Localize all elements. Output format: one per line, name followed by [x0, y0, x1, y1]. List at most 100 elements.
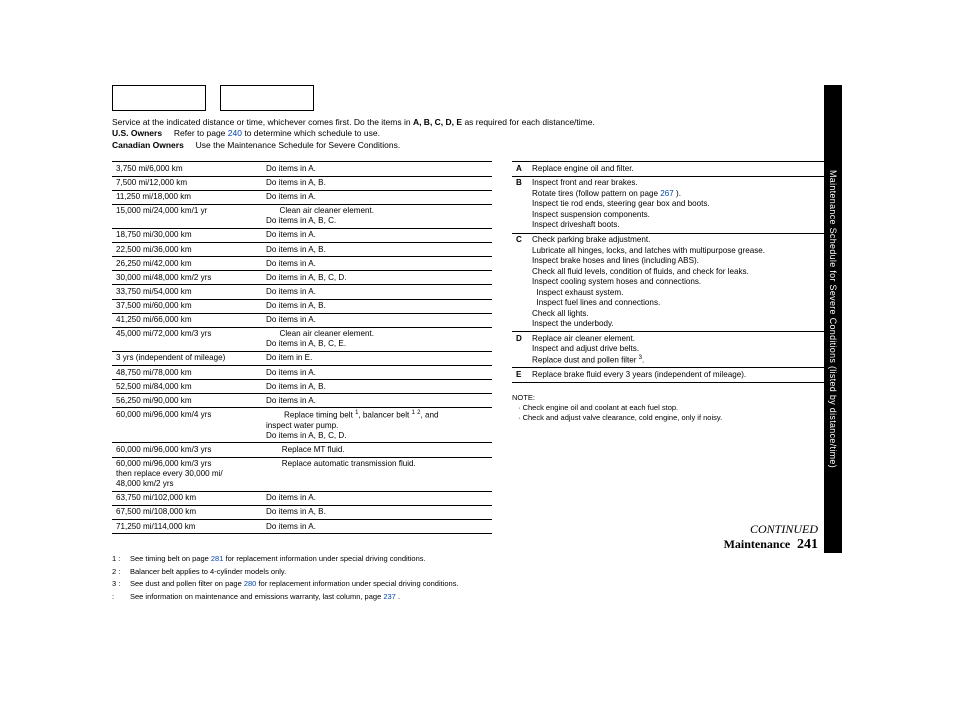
- action-cell: Do items in A, B, C, D.: [262, 271, 492, 285]
- footnote-num: :: [112, 592, 126, 603]
- distance-cell: 41,250 mi/66,000 km: [112, 313, 262, 327]
- page-link[interactable]: 267: [660, 189, 674, 198]
- code-key: E: [512, 368, 528, 383]
- distance-cell: 52,500 mi/84,000 km: [112, 380, 262, 394]
- distance-cell: 26,250 mi/42,000 km: [112, 257, 262, 271]
- distance-cell: 15,000 mi/24,000 km/1 yr: [112, 204, 262, 228]
- table-row: 52,500 mi/84,000 kmDo items in A, B.: [112, 380, 492, 394]
- top-empty-boxes: [112, 85, 842, 111]
- action-cell: Do items in A, B.: [262, 176, 492, 190]
- left-column: 3,750 mi/6,000 kmDo items in A.7,500 mi/…: [112, 161, 492, 604]
- code-key: A: [512, 162, 528, 177]
- us-owners-text-a: Refer to page: [174, 128, 228, 138]
- table-row: 18,750 mi/30,000 kmDo items in A.: [112, 228, 492, 242]
- page-number: 241: [797, 537, 818, 552]
- table-row: 60,000 mi/96,000 km/3 yrs Replace MT flu…: [112, 443, 492, 457]
- distance-cell: 33,750 mi/54,000 km: [112, 285, 262, 299]
- code-desc: Inspect front and rear brakes.Rotate tir…: [528, 176, 842, 233]
- can-owners-label: Canadian Owners: [112, 140, 184, 150]
- table-row: 15,000 mi/24,000 km/1 yr Clean air clean…: [112, 204, 492, 228]
- table-row: 22,500 mi/36,000 kmDo items in A, B.: [112, 243, 492, 257]
- action-cell: Do items in A.: [262, 313, 492, 327]
- table-row: 37,500 mi/60,000 kmDo items in A, B.: [112, 299, 492, 313]
- action-cell: Do items in A.: [262, 491, 492, 505]
- code-desc: Replace air cleaner element.Inspect and …: [528, 332, 842, 368]
- table-row: 26,250 mi/42,000 kmDo items in A.: [112, 257, 492, 271]
- table-row: 60,000 mi/96,000 km/4 yrs Replace timing…: [112, 408, 492, 443]
- table-row: 60,000 mi/96,000 km/3 yrsthen replace ev…: [112, 457, 492, 491]
- page-link[interactable]: 281: [211, 554, 224, 563]
- table-row: 33,750 mi/54,000 kmDo items in A.: [112, 285, 492, 299]
- note-label: NOTE:: [512, 393, 842, 403]
- action-cell: Do items in A.: [262, 285, 492, 299]
- distance-cell: 60,000 mi/96,000 km/3 yrsthen replace ev…: [112, 457, 262, 491]
- action-cell: Do items in A, B.: [262, 299, 492, 313]
- distance-cell: 11,250 mi/18,000 km: [112, 190, 262, 204]
- table-row: 3,750 mi/6,000 kmDo items in A.: [112, 162, 492, 176]
- action-cell: Do items in A.: [262, 366, 492, 380]
- continued-label: CONTINUED: [724, 522, 818, 537]
- us-owners-link[interactable]: 240: [228, 128, 242, 138]
- note-item: Check and adjust valve clearance, cold e…: [518, 413, 842, 423]
- note-list: Check engine oil and coolant at each fue…: [512, 403, 842, 423]
- action-cell: Do items in A.: [262, 162, 492, 176]
- us-owners-text-b: to determine which schedule to use.: [244, 128, 380, 138]
- footnote-num: 3 :: [112, 579, 126, 590]
- table-row: 30,000 mi/48,000 km/2 yrsDo items in A, …: [112, 271, 492, 285]
- codes-table: AReplace engine oil and filter.BInspect …: [512, 161, 842, 382]
- action-cell: Do items in A, B.: [262, 243, 492, 257]
- distance-cell: 60,000 mi/96,000 km/3 yrs: [112, 443, 262, 457]
- table-row: 48,750 mi/78,000 kmDo items in A.: [112, 366, 492, 380]
- code-desc: Replace brake fluid every 3 years (indep…: [528, 368, 842, 383]
- table-row: 41,250 mi/66,000 kmDo items in A.: [112, 313, 492, 327]
- action-cell: Do items in A.: [262, 228, 492, 242]
- intro-line1b: A, B, C, D, E: [413, 117, 462, 127]
- action-cell: Replace timing belt 1, balancer belt 1 2…: [262, 408, 492, 443]
- footnote-num: 1 :: [112, 554, 126, 565]
- distance-cell: 18,750 mi/30,000 km: [112, 228, 262, 242]
- distance-cell: 45,000 mi/72,000 km/3 yrs: [112, 327, 262, 351]
- action-cell: Do items in A.: [262, 257, 492, 271]
- intro-line1a: Service at the indicated distance or tim…: [112, 117, 413, 127]
- distance-cell: 7,500 mi/12,000 km: [112, 176, 262, 190]
- action-cell: Do items in A.: [262, 394, 492, 408]
- page-link[interactable]: 280: [244, 579, 257, 588]
- table-row: 45,000 mi/72,000 km/3 yrs Clean air clea…: [112, 327, 492, 351]
- schedule-table: 3,750 mi/6,000 kmDo items in A.7,500 mi/…: [112, 161, 492, 534]
- action-cell: Replace MT fluid.: [262, 443, 492, 457]
- table-row: AReplace engine oil and filter.: [512, 162, 842, 177]
- note-item: Check engine oil and coolant at each fue…: [518, 403, 842, 413]
- table-row: 56,250 mi/90,000 kmDo items in A.: [112, 394, 492, 408]
- table-row: 63,750 mi/102,000 kmDo items in A.: [112, 491, 492, 505]
- intro-line1c: as required for each distance/time.: [464, 117, 594, 127]
- action-cell: Clean air cleaner element.Do items in A,…: [262, 327, 492, 351]
- note-block: NOTE: Check engine oil and coolant at ea…: [512, 393, 842, 423]
- action-cell: Do items in A, B.: [262, 505, 492, 519]
- table-row: 7,500 mi/12,000 kmDo items in A, B.: [112, 176, 492, 190]
- table-row: EReplace brake fluid every 3 years (inde…: [512, 368, 842, 383]
- empty-box-1: [112, 85, 206, 111]
- empty-box-2: [220, 85, 314, 111]
- page-link[interactable]: 237: [383, 592, 396, 601]
- side-tab-label: Maintenance Schedule for Severe Conditio…: [828, 170, 838, 468]
- distance-cell: 22,500 mi/36,000 km: [112, 243, 262, 257]
- footnote: 1 : See timing belt on page 281 for repla…: [112, 554, 492, 565]
- code-desc: Replace engine oil and filter.: [528, 162, 842, 177]
- action-cell: Replace automatic transmission fluid.: [262, 457, 492, 491]
- distance-cell: 56,250 mi/90,000 km: [112, 394, 262, 408]
- distance-cell: 37,500 mi/60,000 km: [112, 299, 262, 313]
- section-label: Maintenance: [724, 537, 791, 551]
- code-key: B: [512, 176, 528, 233]
- code-key: C: [512, 233, 528, 332]
- footnote: 3 :See dust and pollen filter on page 28…: [112, 579, 492, 590]
- distance-cell: 30,000 mi/48,000 km/2 yrs: [112, 271, 262, 285]
- distance-cell: 48,750 mi/78,000 km: [112, 366, 262, 380]
- table-row: 71,250 mi/114,000 kmDo items in A.: [112, 520, 492, 534]
- footnote: 2 :Balancer belt applies to 4-cylinder m…: [112, 567, 492, 578]
- action-cell: Clean air cleaner element.Do items in A,…: [262, 204, 492, 228]
- page-footer: CONTINUED Maintenance 241: [724, 522, 818, 553]
- footnote: :See information on maintenance and emis…: [112, 592, 492, 603]
- action-cell: Do item in E.: [262, 351, 492, 365]
- footnote-text: See timing belt on page 281 for replacem…: [130, 554, 492, 565]
- distance-cell: 63,750 mi/102,000 km: [112, 491, 262, 505]
